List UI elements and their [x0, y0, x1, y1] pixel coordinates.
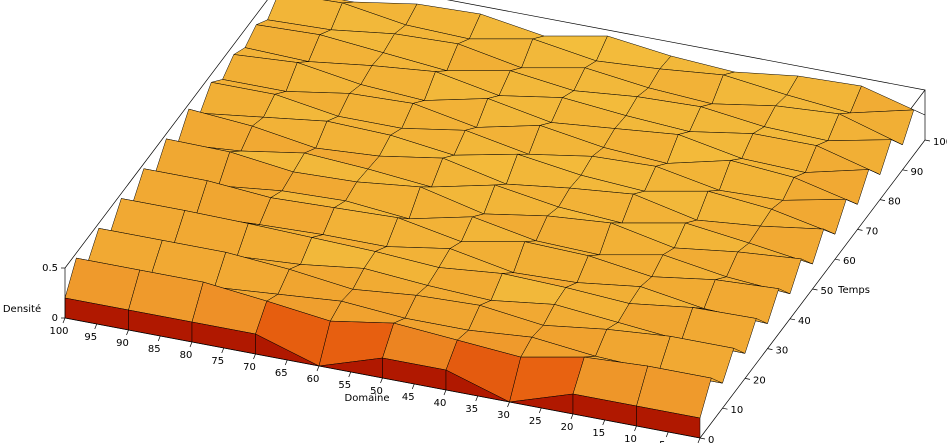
x-tick: [253, 353, 256, 360]
x-tick: [126, 329, 129, 336]
y-tick-label: 50: [821, 286, 834, 297]
y-tick: [924, 139, 931, 142]
x-tick: [411, 383, 415, 390]
x-tick-label: 55: [338, 380, 351, 391]
x-tick-label: 25: [529, 416, 542, 427]
x-tick-label: 45: [402, 392, 415, 403]
x-tick: [94, 323, 98, 330]
y-tick-label: 70: [866, 226, 879, 237]
x-tick-label: 50: [370, 386, 383, 397]
y-tick: [857, 229, 863, 231]
y-tick-label: 10: [731, 405, 744, 416]
y-tick: [812, 288, 818, 291]
x-tick-label: 65: [275, 368, 288, 379]
y-tick: [834, 258, 841, 261]
y-tick-label: 90: [911, 167, 924, 178]
x-tick-label: 20: [561, 422, 574, 433]
y-tick: [722, 407, 728, 410]
x-tick: [634, 425, 637, 432]
x-tick: [316, 365, 320, 372]
x-tick-label: 80: [180, 350, 193, 361]
y-tick-label: 40: [798, 316, 811, 327]
y-tick-label: 30: [776, 346, 789, 357]
x-tick: [157, 335, 161, 342]
x-tick-label: 5: [659, 440, 665, 443]
x-tick: [284, 359, 288, 366]
x-tick-label: 100: [49, 326, 68, 337]
x-tick: [380, 377, 383, 384]
surface-cell: [468, 13, 545, 40]
y-tick-label: 60: [843, 256, 856, 267]
x-tick: [189, 341, 193, 348]
x-tick-label: 10: [624, 434, 637, 443]
y-axis-label: Temps: [837, 285, 870, 296]
x-tick: [507, 401, 510, 408]
z-tick-label: 0.5: [42, 263, 58, 274]
y-tick: [879, 199, 886, 201]
x-tick: [570, 413, 574, 420]
x-tick: [62, 317, 66, 324]
x-tick: [602, 419, 606, 426]
x-tick-label: 30: [497, 410, 510, 421]
z-axis-label: Densité: [3, 303, 41, 315]
x-tick: [538, 407, 542, 414]
y-tick: [699, 437, 706, 440]
y-tick: [902, 169, 908, 172]
x-tick: [348, 371, 352, 378]
x-tick-label: 90: [116, 338, 129, 349]
z-tick-label: 0: [52, 313, 58, 324]
x-tick: [665, 431, 669, 438]
x-tick-label: 70: [243, 362, 256, 373]
x-tick-label: 15: [592, 428, 605, 439]
x-tick-label: 35: [465, 404, 478, 415]
x-tick: [475, 395, 479, 402]
y-tick: [744, 378, 751, 380]
x-tick: [697, 437, 701, 443]
y-tick: [767, 348, 773, 350]
x-tick-label: 60: [307, 374, 320, 385]
x-tick-label: 95: [84, 332, 97, 343]
x-tick: [221, 347, 225, 354]
y-tick: [789, 318, 796, 321]
y-tick-label: 80: [888, 197, 901, 208]
y-tick-label: 20: [753, 375, 766, 386]
y-tick-label: 100: [933, 137, 947, 148]
y-tick-label: 0: [708, 435, 714, 443]
x-tick-label: 40: [434, 398, 447, 409]
x-tick: [443, 389, 447, 396]
x-axis-label: Domaine: [345, 393, 390, 404]
x-tick-label: 75: [211, 356, 224, 367]
x-tick-label: 85: [148, 344, 161, 355]
